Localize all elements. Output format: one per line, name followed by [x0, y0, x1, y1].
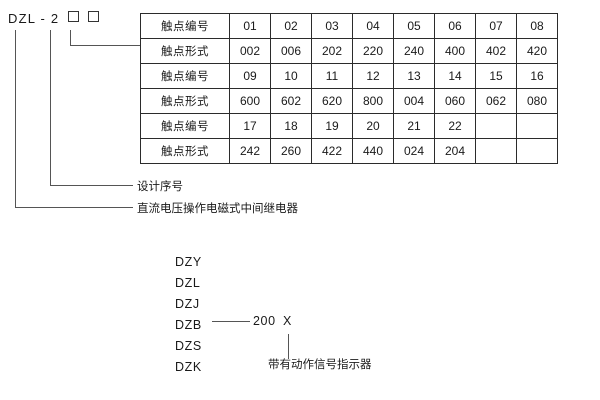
- table-cell-empty: [516, 138, 558, 164]
- table-cell: 242: [229, 138, 271, 164]
- row-header: 触点编号: [140, 13, 230, 39]
- table-cell: 05: [393, 13, 435, 39]
- table-cell: 09: [229, 63, 271, 89]
- list-item: DZJ: [175, 297, 200, 311]
- table-row: 触点编号 01 02 03 04 05 06 07 08: [140, 13, 558, 39]
- row-header: 触点形式: [140, 138, 230, 164]
- model-series-digit: 2: [50, 11, 60, 26]
- table-cell-empty: [475, 113, 517, 139]
- model-placeholder-box-2: [87, 11, 99, 22]
- table-row: 触点编号 09 10 11 12 13 14 15 16: [140, 63, 558, 89]
- leader-line-horizontal-relay-name: [15, 207, 133, 208]
- table-cell: 422: [311, 138, 353, 164]
- table-cell: 420: [516, 38, 558, 64]
- leader-line-horizontal-design-serial: [50, 185, 133, 186]
- table-cell: 024: [393, 138, 435, 164]
- table-row: 触点形式 002 006 202 220 240 400 402 420: [140, 38, 558, 64]
- callout-relay-name: 直流电压操作电磁式中间继电器: [137, 201, 298, 215]
- table-row: 触点编号 17 18 19 20 21 22: [140, 113, 558, 139]
- table-cell: 06: [434, 13, 476, 39]
- relay-series-list: DZY DZL DZJ DZB DZS DZK: [175, 252, 202, 378]
- contact-specification-table: 触点编号 01 02 03 04 05 06 07 08 触点形式 002 00…: [140, 13, 558, 164]
- leader-line-vertical-design-serial: [50, 30, 51, 185]
- list-item: DZY: [175, 255, 202, 269]
- list-item: DZL: [175, 276, 201, 290]
- table-cell: 260: [270, 138, 312, 164]
- table-cell: 01: [229, 13, 271, 39]
- table-cell: 07: [475, 13, 517, 39]
- table-cell: 402: [475, 38, 517, 64]
- table-cell: 15: [475, 63, 517, 89]
- model-designation: DZL - 2: [8, 11, 99, 26]
- table-cell: 08: [516, 13, 558, 39]
- table-cell: 22: [434, 113, 476, 139]
- leader-line-horizontal-contact: [70, 45, 140, 46]
- table-cell-empty: [516, 113, 558, 139]
- table-cell: 602: [270, 88, 312, 114]
- row-header: 触点形式: [140, 88, 230, 114]
- table-cell: 220: [352, 38, 394, 64]
- table-cell: 03: [311, 13, 353, 39]
- leader-line-vertical-contact: [70, 30, 71, 46]
- table-cell: 800: [352, 88, 394, 114]
- table-cell: 12: [352, 63, 394, 89]
- table-cell: 400: [434, 38, 476, 64]
- table-cell: 600: [229, 88, 271, 114]
- model-separator: -: [40, 11, 47, 26]
- table-cell: 11: [311, 63, 353, 89]
- table-cell: 21: [393, 113, 435, 139]
- table-cell: 080: [516, 88, 558, 114]
- series-connector-line: [212, 321, 250, 322]
- table-cell: 062: [475, 88, 517, 114]
- table-cell: 16: [516, 63, 558, 89]
- table-cell: 13: [393, 63, 435, 89]
- contact-table-body: 触点编号 01 02 03 04 05 06 07 08 触点形式 002 00…: [140, 13, 558, 164]
- table-cell: 060: [434, 88, 476, 114]
- table-cell-empty: [475, 138, 517, 164]
- row-header: 触点编号: [140, 63, 230, 89]
- table-cell: 02: [270, 13, 312, 39]
- row-header: 触点形式: [140, 38, 230, 64]
- model-placeholder-box-1: [68, 11, 80, 22]
- table-cell: 006: [270, 38, 312, 64]
- leader-line-vertical-relay-name: [15, 30, 16, 207]
- series-suffix-letter: X: [283, 314, 292, 328]
- callout-suffix-note: 带有动作信号指示器: [268, 357, 372, 371]
- table-cell: 04: [352, 13, 394, 39]
- list-item: DZK: [175, 360, 202, 374]
- callout-design-serial: 设计序号: [137, 179, 183, 193]
- table-cell: 204: [434, 138, 476, 164]
- table-cell: 202: [311, 38, 353, 64]
- table-cell: 19: [311, 113, 353, 139]
- table-cell: 17: [229, 113, 271, 139]
- table-cell: 620: [311, 88, 353, 114]
- series-suffix-number: 200: [253, 314, 276, 328]
- table-cell: 002: [229, 38, 271, 64]
- table-cell: 18: [270, 113, 312, 139]
- table-cell: 440: [352, 138, 394, 164]
- model-prefix: DZL: [8, 11, 36, 26]
- list-item: DZB: [175, 318, 202, 332]
- table-row: 触点形式 242 260 422 440 024 204: [140, 138, 558, 164]
- table-row: 触点形式 600 602 620 800 004 060 062 080: [140, 88, 558, 114]
- leader-line-vertical-suffix-note: [288, 334, 289, 359]
- list-item: DZS: [175, 339, 202, 353]
- table-cell: 20: [352, 113, 394, 139]
- table-cell: 10: [270, 63, 312, 89]
- table-cell: 14: [434, 63, 476, 89]
- table-cell: 004: [393, 88, 435, 114]
- row-header: 触点编号: [140, 113, 230, 139]
- table-cell: 240: [393, 38, 435, 64]
